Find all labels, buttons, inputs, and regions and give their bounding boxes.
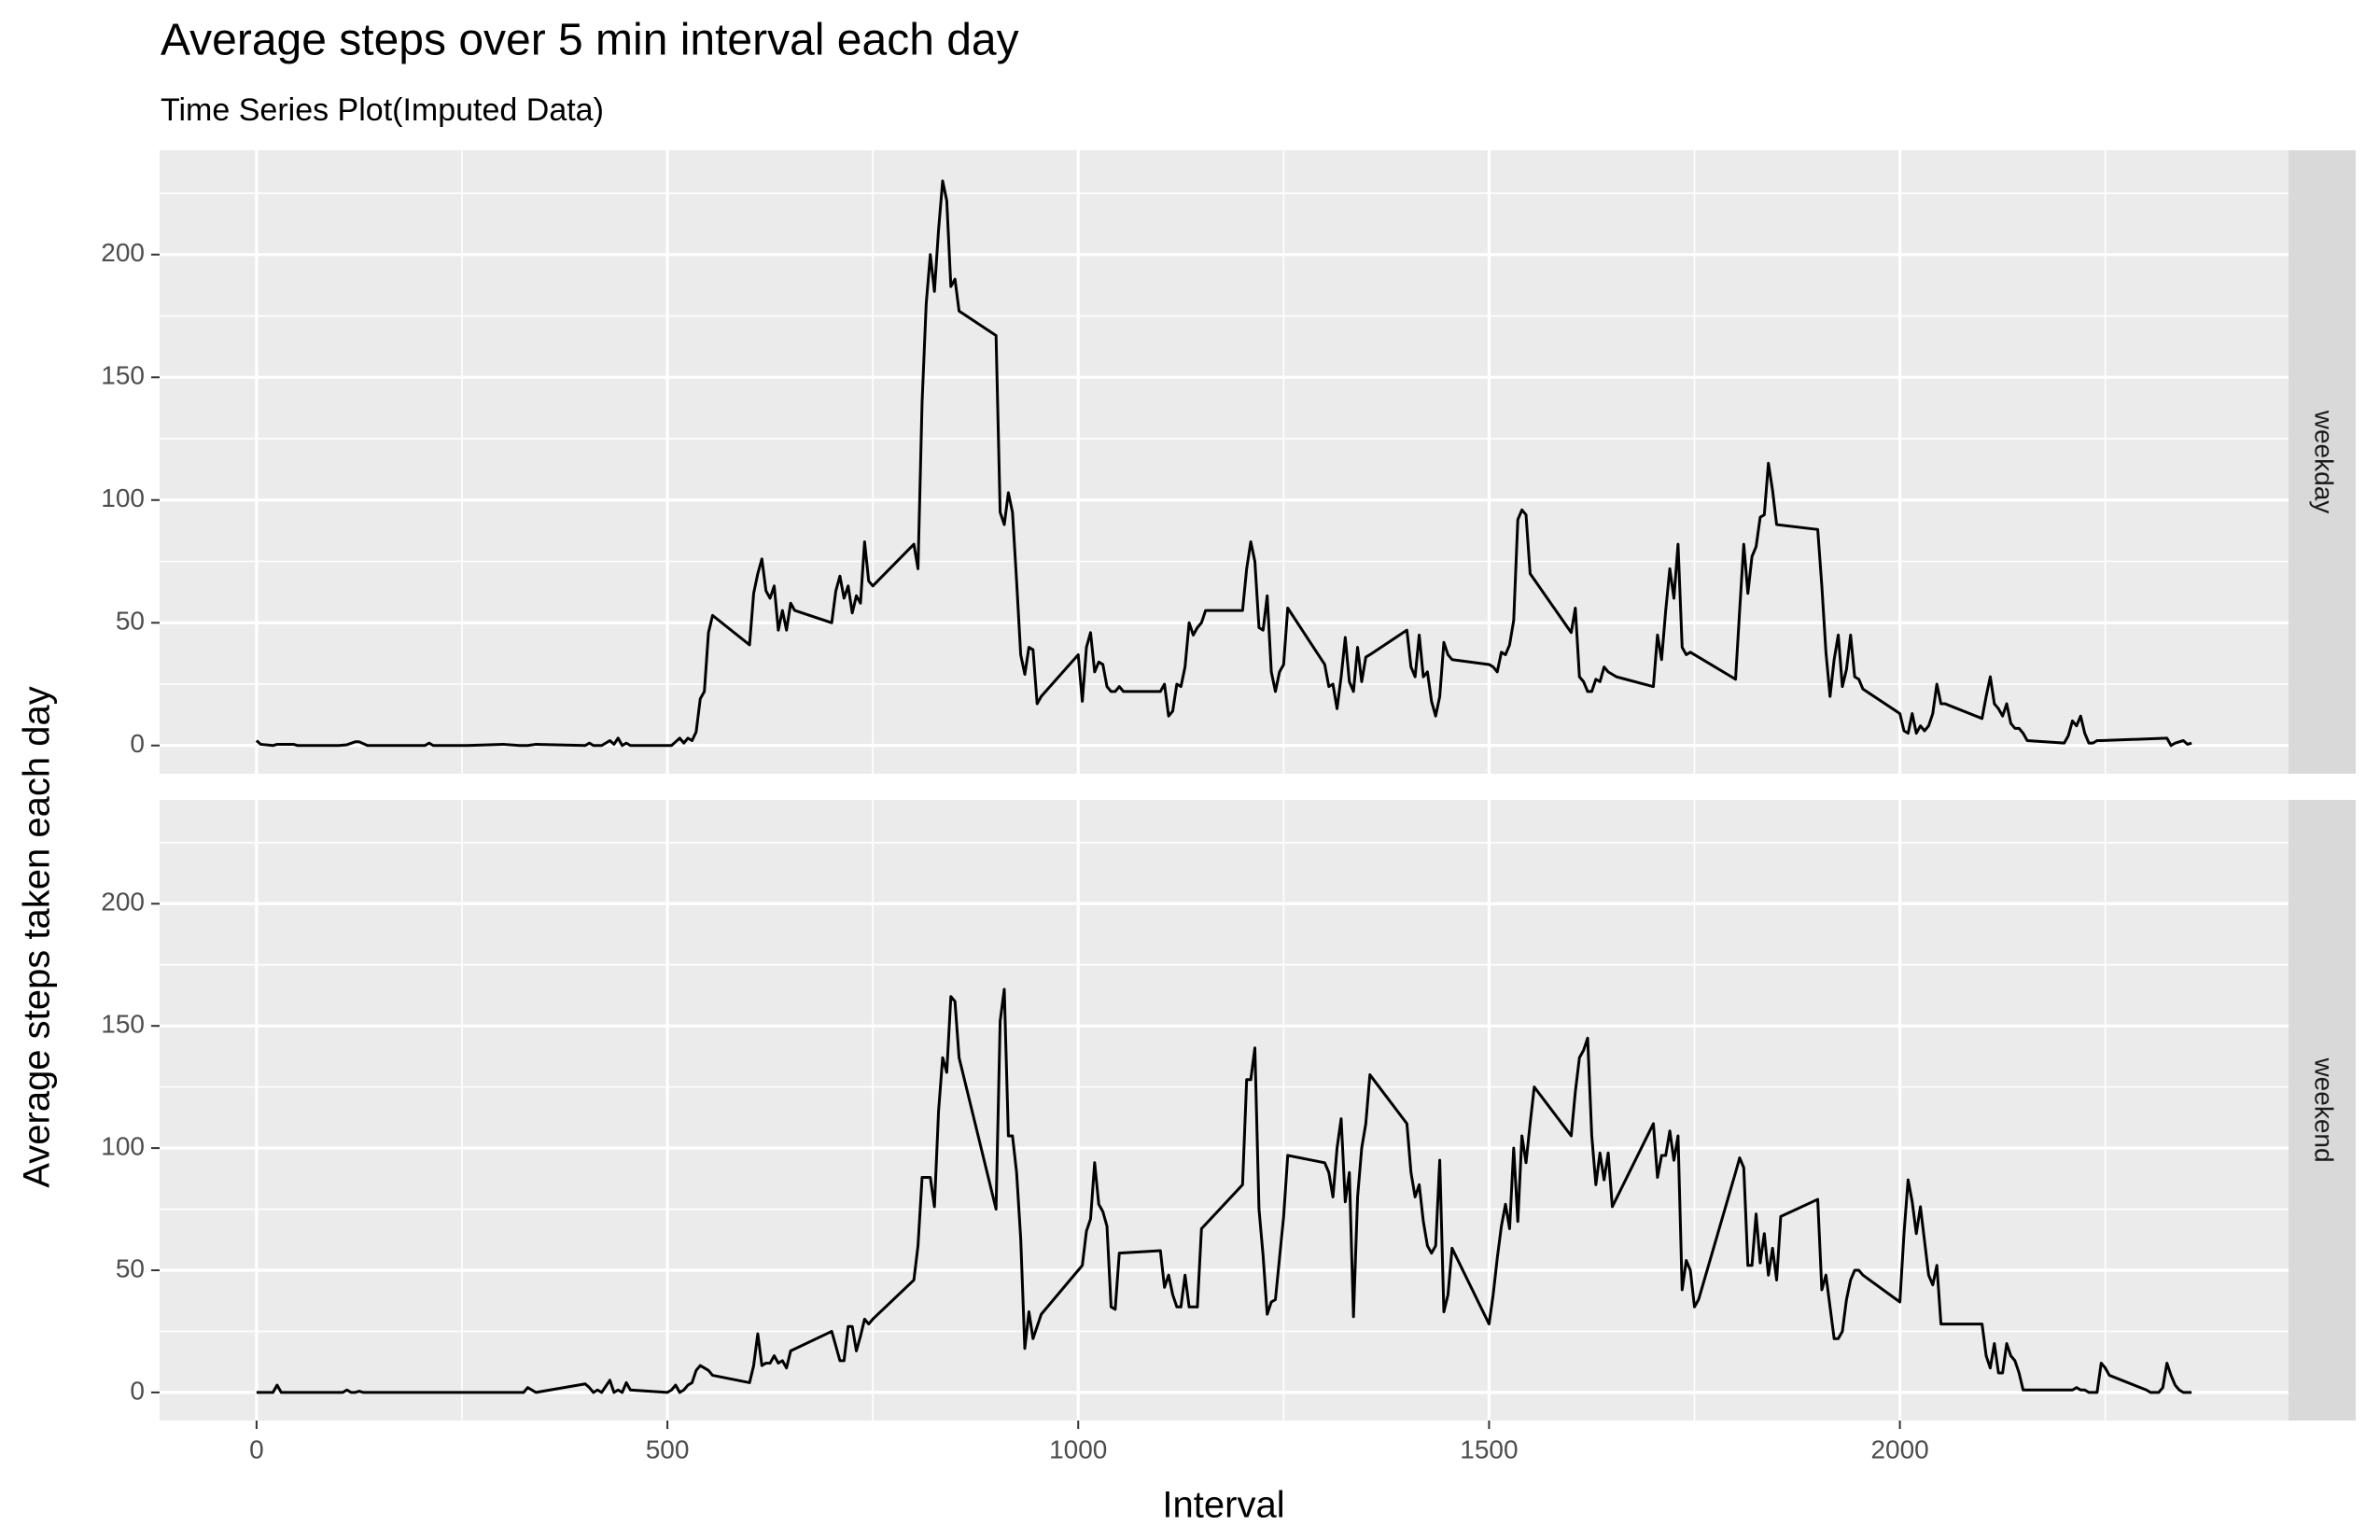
y-axis-title: Average steps taken each day — [17, 686, 58, 1187]
chart-title: Average steps over 5 min interval each d… — [161, 16, 1019, 65]
y-tick-label: 150 — [101, 1010, 145, 1039]
x-tick-label: 500 — [646, 1435, 690, 1463]
y-tick-label: 100 — [101, 1131, 145, 1160]
panel-background — [160, 150, 2289, 774]
strip-label: weekend — [2310, 1057, 2339, 1162]
x-tick-label: 2000 — [1870, 1435, 1928, 1463]
y-tick-label: 200 — [101, 888, 145, 917]
y-tick-label: 200 — [101, 238, 145, 267]
y-tick-label: 150 — [101, 361, 145, 390]
y-tick-label: 50 — [116, 607, 145, 636]
data-line — [255, 179, 2192, 748]
y-tick-label: 50 — [116, 1253, 145, 1282]
x-axis-title: Interval — [1162, 1485, 1284, 1526]
strip-background — [2289, 800, 2356, 1421]
y-tick-label: 100 — [101, 483, 145, 512]
chart-subtitle: Time Series Plot(Imputed Data) — [161, 92, 604, 128]
data-line — [256, 987, 2192, 1394]
panel-background — [160, 800, 2289, 1421]
strip-label: weekday — [2310, 410, 2339, 514]
x-tick-label: 1000 — [1049, 1435, 1107, 1463]
x-tick-label: 1500 — [1460, 1435, 1518, 1463]
y-tick-label: 0 — [130, 729, 145, 758]
y-tick-label: 0 — [130, 1376, 145, 1405]
x-tick-label: 0 — [249, 1435, 264, 1463]
strip-background — [2289, 150, 2356, 774]
